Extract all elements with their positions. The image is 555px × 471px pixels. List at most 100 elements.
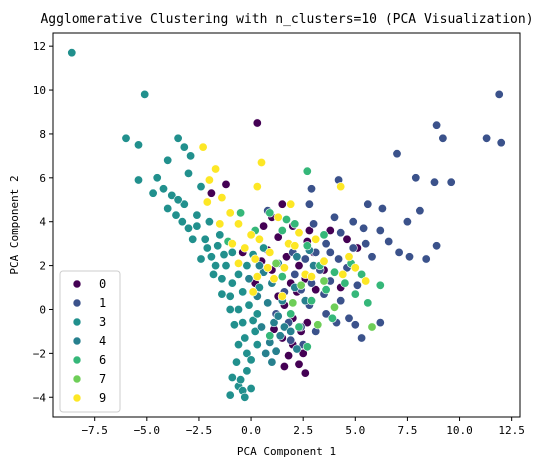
data-point (252, 340, 262, 350)
data-point (329, 212, 339, 222)
legend-item-7: 7 (72, 372, 106, 386)
data-point (265, 247, 275, 257)
data-point (357, 269, 367, 279)
data-point (244, 300, 254, 310)
data-point (204, 217, 214, 227)
data-point (179, 142, 189, 152)
data-point (273, 232, 283, 242)
data-point (277, 199, 287, 209)
data-point (319, 256, 329, 266)
data-point (350, 289, 360, 299)
data-point (179, 199, 189, 209)
data-point (286, 335, 296, 345)
data-point (192, 221, 202, 231)
data-point (375, 226, 385, 236)
data-point (234, 340, 244, 350)
data-point (367, 252, 377, 262)
data-point (325, 226, 335, 236)
data-point (177, 217, 187, 227)
data-point (227, 247, 237, 257)
data-point (248, 287, 258, 297)
data-point (240, 243, 250, 253)
data-point (300, 254, 310, 264)
x-axis-label: PCA Component 1 (237, 445, 336, 458)
x-tick-label: −2.5 (186, 424, 213, 437)
data-point (171, 210, 181, 220)
x-tick-label: −7.5 (81, 424, 108, 437)
data-point (265, 208, 275, 218)
data-point (256, 158, 266, 168)
data-point (121, 133, 131, 143)
legend-marker (72, 336, 82, 346)
data-point (294, 359, 304, 369)
data-point (225, 390, 235, 400)
data-point (294, 261, 304, 271)
legend-item-0: 0 (72, 277, 106, 291)
data-point (259, 243, 269, 253)
data-point (279, 361, 289, 371)
data-point (236, 375, 246, 385)
data-point (269, 318, 279, 328)
data-point (352, 280, 362, 290)
data-point (167, 190, 177, 200)
data-point (252, 118, 262, 128)
data-point (281, 215, 291, 225)
data-point (211, 164, 221, 174)
data-point (411, 173, 421, 183)
data-point (221, 179, 231, 189)
y-tick-label: 4 (39, 216, 46, 229)
data-point (290, 241, 300, 251)
data-point (298, 348, 308, 358)
data-point (273, 311, 283, 321)
y-tick-label: 2 (39, 260, 46, 273)
data-point (306, 272, 316, 282)
data-point (494, 89, 504, 99)
data-point (325, 247, 335, 257)
data-point (152, 173, 162, 183)
legend: 0 1 3 4 6 7 9 (59, 270, 121, 413)
data-point (277, 291, 287, 301)
data-point (246, 230, 256, 240)
x-tick-label: 0.0 (241, 424, 261, 437)
data-point (288, 298, 298, 308)
data-point (209, 269, 219, 279)
data-point (384, 237, 394, 247)
data-point (246, 383, 256, 393)
data-point (213, 241, 223, 251)
data-point (202, 243, 212, 253)
data-point (338, 269, 348, 279)
data-point (186, 151, 196, 161)
data-point (215, 230, 225, 240)
legend-marker (72, 355, 82, 365)
series-0 (206, 118, 362, 378)
y-tick-label: 0 (39, 303, 46, 316)
data-point (240, 392, 250, 402)
legend-label: 4 (99, 334, 106, 348)
data-point (319, 230, 329, 240)
data-point (234, 269, 244, 279)
data-point (363, 298, 373, 308)
data-point (296, 280, 306, 290)
data-point (482, 133, 492, 143)
chart-title: Agglomerative Clustering with n_clusters… (40, 12, 533, 27)
data-point (238, 287, 248, 297)
data-point (329, 267, 339, 277)
data-point (336, 228, 346, 238)
series-3 (67, 48, 269, 402)
legend-item-1: 1 (72, 296, 106, 310)
y-tick-label: −4 (33, 391, 47, 404)
data-point (265, 331, 275, 341)
data-point (402, 217, 412, 227)
data-point (211, 261, 221, 271)
series-7 (271, 258, 377, 332)
series-9 (198, 142, 371, 301)
data-point (279, 263, 289, 273)
data-point (225, 291, 235, 301)
data-point (163, 204, 173, 214)
data-point (246, 355, 256, 365)
legend-marker (72, 298, 82, 308)
data-point (140, 89, 150, 99)
data-point (202, 197, 212, 207)
y-axis-label: PCA Component 2 (8, 175, 21, 274)
x-tick-label: 2.5 (293, 424, 313, 437)
